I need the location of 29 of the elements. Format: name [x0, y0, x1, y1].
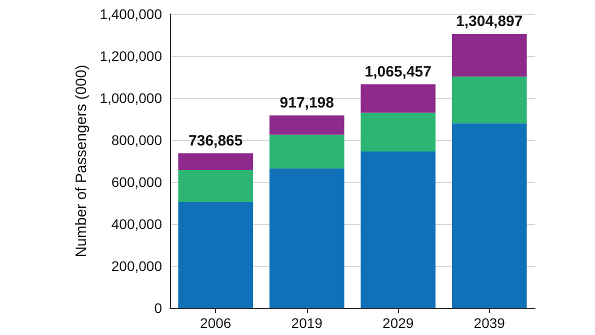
bar — [269, 115, 344, 135]
x-tick-label: 2039 — [474, 315, 506, 331]
bar — [360, 152, 436, 308]
x-tick-label: 2006 — [200, 315, 232, 331]
bar — [178, 153, 254, 170]
bar — [178, 170, 254, 202]
bar — [360, 112, 436, 152]
y-tick-label: 1,200,000 — [100, 48, 162, 64]
total-label: 917,198 — [280, 94, 334, 112]
bar — [452, 76, 527, 124]
bar — [269, 134, 344, 168]
y-tick-label: 200,000 — [111, 258, 162, 274]
bar — [452, 123, 527, 308]
total-label: 1,304,897 — [456, 12, 523, 30]
x-tick-label: 2019 — [291, 315, 323, 331]
bar — [178, 202, 254, 308]
y-tick-label: 600,000 — [111, 174, 162, 190]
total-label: 736,865 — [188, 132, 243, 150]
y-tick-label: 800,000 — [111, 132, 162, 148]
bar — [452, 34, 527, 77]
bar — [269, 168, 344, 308]
y-tick-label: 1,400,000 — [100, 6, 162, 22]
y-axis-title: Number of Passengers (000) — [72, 64, 90, 258]
y-tick-label: 400,000 — [111, 216, 162, 232]
y-tick-label: 1,000,000 — [100, 90, 162, 106]
total-label: 1,065,457 — [364, 63, 432, 80]
bar — [360, 84, 436, 113]
x-tick-label: 2029 — [382, 315, 414, 331]
y-tick-label: 0 — [154, 300, 162, 316]
